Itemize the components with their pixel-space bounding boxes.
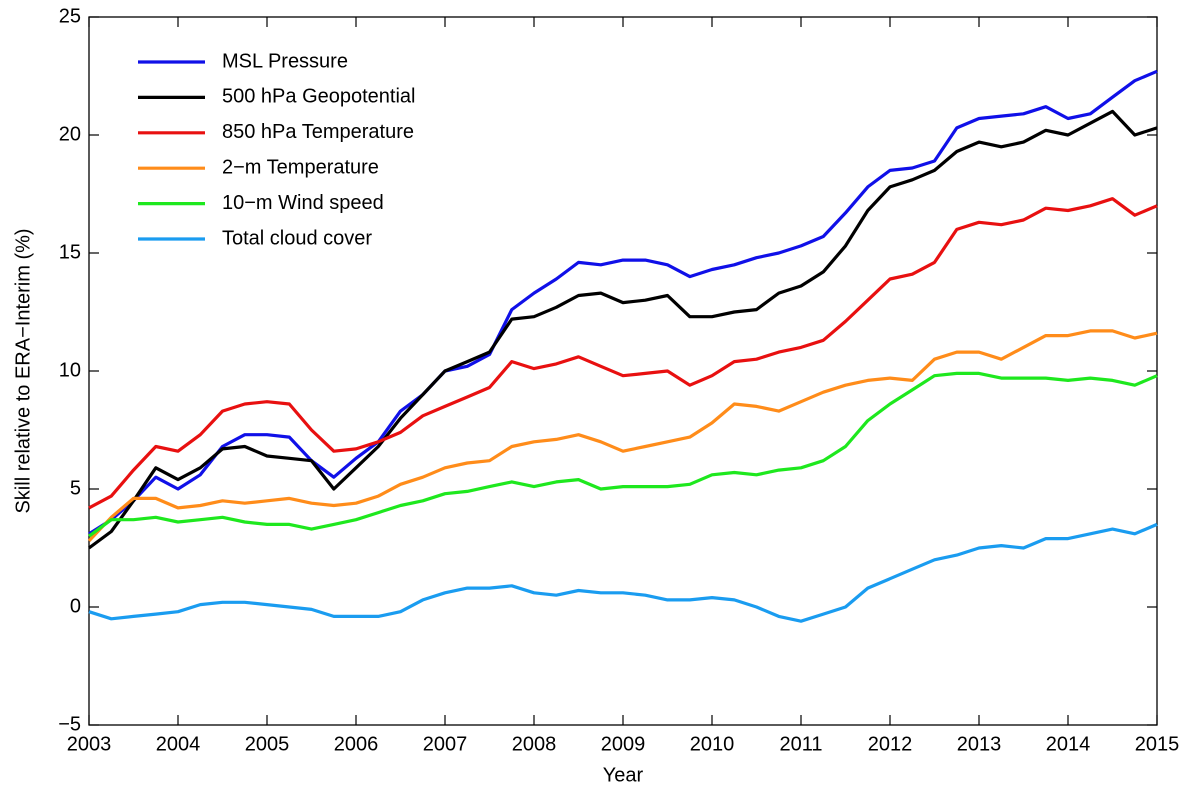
legend-label: 2−m Temperature [222,156,379,178]
x-tick-label: 2013 [957,733,1002,755]
x-tick-label: 2008 [512,733,557,755]
y-tick-label: −5 [58,713,81,735]
y-tick-label: 0 [70,595,81,617]
series-line [87,329,1158,542]
y-tick-label: 5 [70,477,81,499]
x-tick-label: 2011 [779,733,822,755]
y-tick-label: 10 [59,359,81,381]
legend-label: 500 hPa Geopotential [222,86,416,108]
x-tick-label: 2007 [423,733,468,755]
x-tick-label: 2003 [67,733,112,755]
series-line [88,371,1158,538]
y-tick-label: 25 [59,5,81,27]
x-tick-label: 2006 [334,733,379,755]
x-tick-label: 2005 [245,733,290,755]
legend-label: MSL Pressure [222,50,348,72]
legend-label: 850 hPa Temperature [222,121,414,143]
series-line [88,197,1158,510]
x-tick-label: 2014 [1046,733,1091,755]
series-line [88,522,1158,623]
x-tick-label: 2004 [156,733,201,755]
x-tick-label: 2009 [601,733,646,755]
x-tick-label: 2015 [1135,733,1180,755]
x-axis-label: Year [603,764,644,786]
y-axis-label: Skill relative to ERA−Interim (%) [12,228,34,513]
x-tick-label: 2010 [690,733,735,755]
x-tick-label: 2012 [868,733,913,755]
series-line [88,109,1158,550]
y-tick-label: 20 [59,123,81,145]
series-line [88,69,1158,536]
legend-label: 10−m Wind speed [222,192,384,214]
legend-label: Total cloud cover [222,227,372,249]
y-tick-label: 15 [59,241,81,263]
